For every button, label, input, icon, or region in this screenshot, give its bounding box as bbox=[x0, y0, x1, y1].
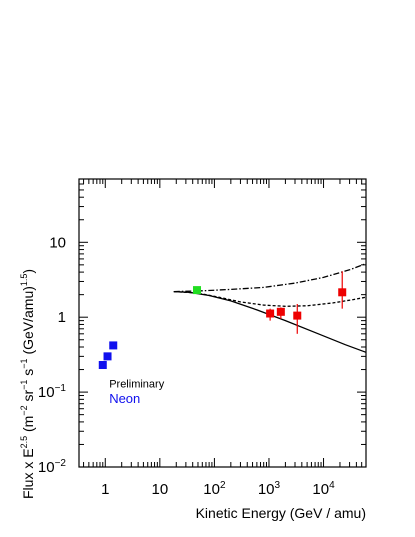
x-tick-label: 102 bbox=[203, 480, 226, 498]
annotation-label: Preliminary bbox=[109, 379, 165, 391]
y-label-part: sr bbox=[20, 390, 36, 406]
y-label-part: (GeV/amu) bbox=[20, 286, 36, 358]
y-tick-label-base: 10 bbox=[49, 234, 66, 251]
x-tick-label: 1 bbox=[101, 481, 109, 498]
y-tick-label: 10 bbox=[49, 234, 66, 251]
x-tick-label-base: 10 bbox=[312, 481, 329, 498]
x-tick-label: 103 bbox=[258, 480, 281, 498]
y-label-sup: −1 bbox=[19, 358, 29, 368]
y-label-part: (m bbox=[20, 416, 36, 436]
x-tick-label-exp: 4 bbox=[329, 480, 335, 491]
y-tick-label-exp: −2 bbox=[55, 458, 67, 469]
data-point bbox=[193, 286, 202, 295]
data-point bbox=[276, 307, 285, 316]
y-label-sup: −2 bbox=[19, 405, 29, 415]
x-axis-label: Kinetic Energy (GeV / amu) bbox=[196, 505, 366, 521]
data-point bbox=[98, 361, 107, 370]
y-label-part: ) bbox=[20, 269, 36, 274]
y-label-sup: 2.5 bbox=[19, 436, 29, 449]
y-label-part: Flux x E bbox=[20, 448, 36, 499]
x-tick-label-exp: 2 bbox=[220, 480, 226, 491]
y-tick-label: 10−1 bbox=[38, 383, 67, 401]
data-point bbox=[103, 352, 112, 361]
model-curve-dashdot bbox=[173, 262, 367, 293]
model-curve-solid bbox=[173, 290, 367, 353]
data-point bbox=[266, 309, 275, 318]
y-axis-label: Flux x E2.5 (m−2 sr−1 s−1 (GeV/amu)1.5) bbox=[19, 269, 36, 499]
x-tick-label-base: 10 bbox=[151, 481, 168, 498]
axis-ticks bbox=[79, 178, 367, 468]
x-tick-label-exp: 3 bbox=[275, 480, 281, 491]
model-curves bbox=[173, 262, 367, 353]
y-label-part: s bbox=[20, 369, 36, 380]
annotation-label: Neon bbox=[109, 391, 140, 406]
plot-frame bbox=[78, 178, 367, 468]
data-points bbox=[98, 271, 347, 370]
y-label-sup: −1 bbox=[19, 380, 29, 390]
x-tick-label: 10 bbox=[151, 481, 168, 498]
x-tick-label-base: 1 bbox=[101, 481, 109, 498]
y-tick-label-base: 1 bbox=[58, 309, 66, 326]
data-point bbox=[293, 311, 302, 320]
y-tick-label-base: 10 bbox=[38, 459, 55, 476]
y-label-sup: 1.5 bbox=[19, 274, 29, 287]
y-tick-label-exp: −1 bbox=[55, 383, 67, 394]
y-tick-label: 1 bbox=[58, 309, 66, 326]
x-tick-label-base: 10 bbox=[203, 481, 220, 498]
data-point bbox=[109, 341, 118, 350]
x-tick-label: 104 bbox=[312, 480, 335, 498]
model-curve-dashed bbox=[173, 290, 367, 307]
y-tick-label-base: 10 bbox=[38, 384, 55, 401]
y-tick-label: 10−2 bbox=[38, 458, 67, 476]
x-tick-label-base: 10 bbox=[258, 481, 275, 498]
data-point bbox=[338, 288, 347, 297]
